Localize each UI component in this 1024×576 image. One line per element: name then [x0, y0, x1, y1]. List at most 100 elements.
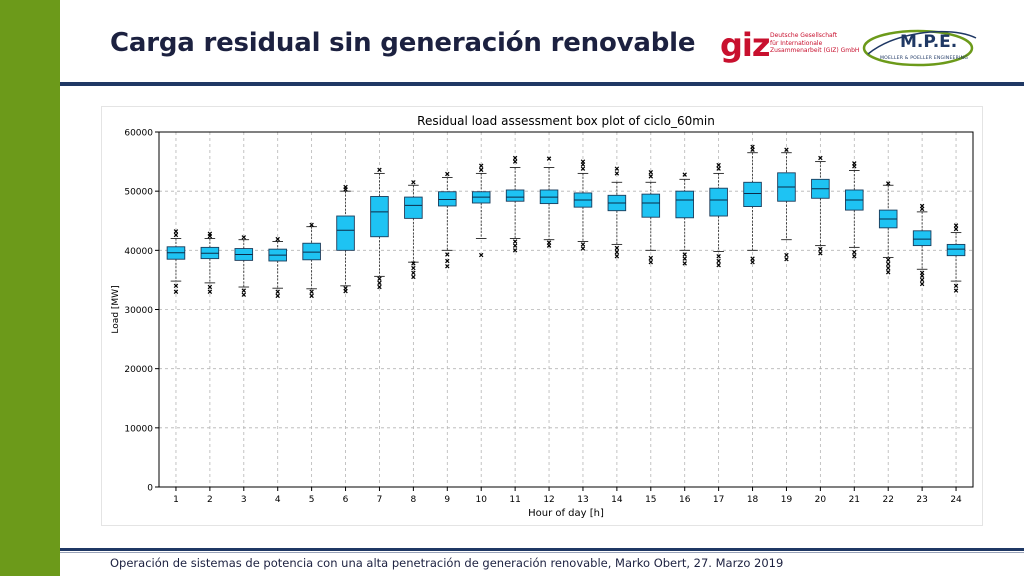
- header-divider: [60, 82, 1024, 86]
- box-outlier: [241, 292, 247, 297]
- box-outlier: [478, 252, 484, 258]
- box-outlier: [546, 156, 552, 161]
- box-outlier: [885, 270, 891, 275]
- box-outlier: [343, 285, 348, 291]
- mpe-logo: M.P.E. MOELLER & POELLER ENGINEERING: [860, 26, 980, 72]
- y-tick-label: 0: [147, 484, 153, 494]
- footer-text: Operación de sistemas de potencia con un…: [110, 556, 784, 570]
- x-tick-label: 13: [577, 495, 588, 505]
- box-outlier: [716, 262, 721, 268]
- box-outlier: [716, 166, 721, 171]
- giz-logo: giz Deutsche Gesellschaft für Internatio…: [720, 26, 860, 70]
- box-outlier: [614, 254, 620, 259]
- box-outlier: [852, 254, 857, 259]
- box-outlier: [377, 167, 382, 173]
- box-outlier: [784, 252, 789, 258]
- box-iqr: [946, 243, 966, 257]
- box-outlier: [411, 274, 416, 280]
- box-outlier: [275, 293, 280, 299]
- box-iqr: [438, 191, 457, 207]
- box-outlier: [614, 171, 620, 176]
- box-outlier: [275, 236, 280, 242]
- giz-logo-text: Deutsche Gesellschaft für Internationale…: [770, 32, 860, 54]
- footer-divider-thin: [60, 552, 1024, 553]
- box-outlier: [614, 166, 620, 171]
- box-outlier: [207, 231, 213, 236]
- y-tick-label: 40000: [124, 247, 153, 257]
- box-iqr: [370, 196, 389, 238]
- x-tick-label: 10: [475, 495, 487, 505]
- x-tick-label: 11: [509, 495, 520, 505]
- x-tick-label: 20: [815, 495, 827, 505]
- chart-panel: 0 10000 20000 30000 40000 50000 60000 1 2 3 4 5 6 7 8 9…: [101, 106, 983, 526]
- box-outlier: [648, 170, 654, 175]
- box-outlier: [750, 256, 755, 261]
- box-outlier: [512, 155, 518, 161]
- x-tick-label: 24: [950, 495, 962, 505]
- side-accent-bar: [0, 0, 60, 576]
- box-outlier: [750, 144, 755, 150]
- box-outlier: [682, 172, 687, 177]
- box-outlier: [411, 270, 416, 276]
- mpe-logo-subtitle: MOELLER & POELLER ENGINEERING: [880, 56, 968, 61]
- box-outlier: [512, 239, 518, 244]
- box-iqr: [404, 196, 423, 219]
- box-outlier: [919, 270, 925, 276]
- y-tick-label: 20000: [124, 365, 153, 375]
- box-outlier: [411, 180, 416, 185]
- box-outlier: [716, 162, 721, 168]
- box-outlier: [919, 203, 925, 209]
- box-outlier: [173, 232, 179, 238]
- box-outlier: [784, 256, 789, 262]
- box-outlier: [885, 257, 891, 263]
- y-tick-label: 30000: [124, 306, 153, 316]
- x-tick-label: 12: [543, 495, 554, 505]
- plot-frame: [158, 131, 974, 488]
- box-outlier: [682, 256, 687, 261]
- box-outlier: [716, 254, 721, 259]
- box-outlier: [478, 163, 484, 168]
- box-outlier: [411, 265, 416, 271]
- slide-title: Carga residual sin generación renovable: [110, 28, 696, 58]
- box-iqr: [709, 187, 728, 217]
- x-tick-label: 18: [747, 495, 759, 505]
- box-outlier: [207, 289, 213, 294]
- box-outlier: [818, 155, 823, 161]
- box-outlier: [750, 259, 755, 265]
- box-iqr: [675, 190, 694, 219]
- box-iqr: [505, 189, 525, 202]
- box-outlier: [445, 258, 450, 264]
- box-iqr: [912, 230, 932, 247]
- box-outlier: [953, 223, 959, 228]
- box-iqr: [743, 181, 762, 207]
- box-iqr: [641, 193, 661, 218]
- box-outlier: [173, 283, 179, 289]
- box-outlier: [818, 251, 823, 256]
- x-tick-label: 9: [444, 495, 450, 505]
- x-tick-label: 14: [611, 495, 623, 505]
- box-outlier: [512, 159, 518, 164]
- box-outlier: [478, 167, 484, 173]
- box-outlier: [784, 147, 789, 152]
- y-axis-label: Load [MW]: [111, 285, 121, 333]
- y-tick-label: 10000: [124, 424, 153, 434]
- x-tick-label: 4: [275, 495, 281, 505]
- box-outlier: [445, 171, 450, 177]
- x-tick-label: 16: [679, 495, 691, 505]
- box-outlier: [445, 264, 450, 269]
- box-outlier: [919, 277, 925, 283]
- box-outlier: [546, 240, 552, 245]
- x-tick-label: 7: [377, 495, 383, 505]
- x-tick-label: 1: [173, 495, 179, 505]
- box-outlier: [580, 242, 586, 247]
- box-outlier: [309, 222, 314, 228]
- box-outlier: [614, 249, 620, 255]
- x-tick-label: 22: [882, 495, 893, 505]
- x-tick-label: 2: [207, 495, 213, 505]
- box-outlier: [818, 246, 823, 252]
- box-outlier: [207, 284, 213, 290]
- giz-logo-word: giz: [720, 26, 770, 64]
- footer-divider: [60, 548, 1024, 551]
- box-outlier: [648, 255, 654, 261]
- box-outlier: [275, 289, 280, 294]
